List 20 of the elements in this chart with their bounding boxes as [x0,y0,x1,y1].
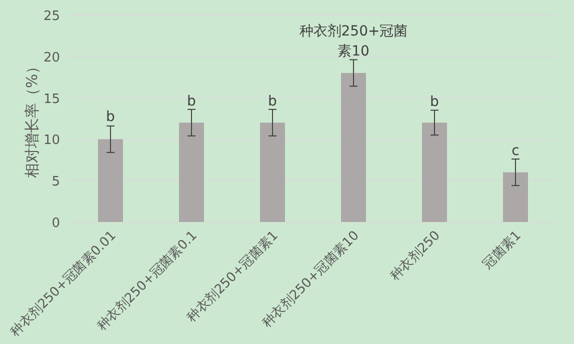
y-tick-label: 15 [43,92,60,107]
y-tick-label: 5 [52,174,60,190]
annotation: 种衣剂250+冠菌素10 [299,24,408,60]
annotation: b [430,94,440,110]
annotation: b [187,93,196,110]
annotation: b [268,93,278,110]
x-tick-label: 冠菌素1 [480,228,524,272]
y-tick-label: 25 [43,9,60,24]
annotation: c [512,143,520,160]
y-tick-label: 20 [43,50,60,66]
annotation: b [106,109,116,126]
y-axis-title: 相对增长率（%） [23,58,41,178]
y-tick-label: 10 [43,133,60,148]
bar [503,172,528,222]
bar [341,72,366,222]
bar [179,122,204,222]
bar [422,122,447,222]
bar [98,139,123,222]
bar [260,122,285,222]
y-tick-label: 0 [52,216,60,231]
